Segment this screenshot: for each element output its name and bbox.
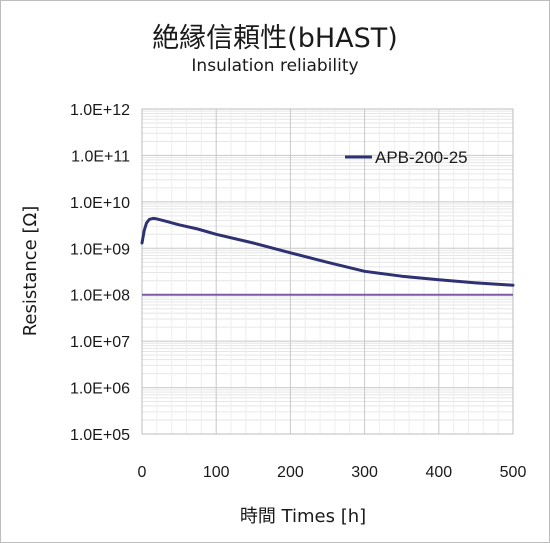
y-tick-label: 1.0E+07 [70,334,130,351]
x-tick-labels: 0 100 200 300 400 500 [138,464,527,481]
plot-area [141,108,514,435]
x-axis-label: 時間 Times [h] [240,506,366,527]
y-tick-label: 1.0E+06 [70,381,130,398]
y-tick-label: 1.0E+10 [70,195,130,212]
x-tick-label: 200 [277,464,304,481]
legend-entry: APB-200-25 [375,148,468,167]
x-tick-label: 100 [203,464,230,481]
x-tick-label: 0 [138,464,147,481]
chart-subtitle: Insulation reliability [191,56,359,76]
x-tick-label: 400 [425,464,452,481]
series-line-1 [140,216,515,287]
y-tick-labels: 1.0E+05 1.0E+06 1.0E+07 1.0E+08 1.0E+09 1.0E+… [70,102,130,444]
y-tick-label: 1.0E+08 [70,288,130,305]
y-tick-label: 1.0E+11 [71,148,130,165]
y-axis-label: Resistance [Ω] [20,206,41,337]
x-tick-label: 300 [351,464,378,481]
y-tick-label: 1.0E+09 [70,241,130,258]
x-tick-label: 500 [500,464,527,481]
series-layer [140,216,515,296]
y-tick-label: 1.0E+12 [70,102,130,119]
minor-gridlines [142,109,513,434]
legend: APB-200-25 [345,148,468,167]
y-tick-label: 1.0E+05 [70,427,130,444]
plot-border [141,108,514,435]
chart-title: 絶縁信頼性(bHAST) [152,23,398,54]
